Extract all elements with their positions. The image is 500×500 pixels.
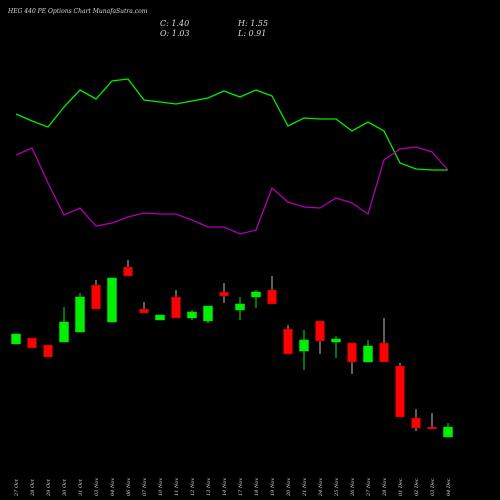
- candle-body: [299, 339, 309, 352]
- x-tick-label: 12 Nov: [190, 478, 196, 496]
- x-tick-label: 03 Dec: [430, 478, 436, 496]
- x-tick-label: 24 Nov: [318, 478, 324, 497]
- candle-body: [283, 328, 293, 355]
- indicator-line: [15, 146, 449, 235]
- x-tick-label: 04 Nov: [110, 478, 116, 496]
- candle-body: [443, 426, 453, 438]
- candle-body: [171, 296, 181, 319]
- x-tick-label: 28 Nov: [382, 478, 388, 497]
- candle-body: [75, 296, 85, 333]
- x-tick-label: 25 Nov: [334, 478, 340, 497]
- x-tick-label: 27 Oct: [14, 478, 20, 497]
- x-tick-label: 11 Nov: [174, 478, 180, 496]
- candle-body: [251, 291, 261, 298]
- header-close: C: 1.40: [160, 19, 189, 28]
- candle-body: [347, 342, 357, 363]
- x-tick-label: 03 Nov: [94, 478, 100, 496]
- candle-body: [411, 417, 421, 429]
- candle-body: [139, 308, 149, 314]
- x-tick-label: 19 Nov: [270, 478, 276, 496]
- header-high: H: 1.55: [237, 19, 268, 28]
- x-tick-label: 17 Nov: [238, 478, 244, 496]
- x-tick-label: 30 Oct: [62, 478, 68, 496]
- candle-body: [203, 305, 213, 322]
- x-tick-label: 10 Nov: [158, 478, 164, 496]
- candle-body: [91, 284, 101, 310]
- header-low: L: 0.91: [237, 29, 266, 38]
- candle-body: [267, 289, 277, 305]
- candle-body: [315, 320, 325, 342]
- x-tick-label: 01 Dec: [398, 478, 404, 496]
- candle-body: [379, 342, 389, 363]
- x-tick-label: 13 Nov: [206, 478, 212, 496]
- x-tick-label: 26 Nov: [350, 478, 356, 497]
- candle-body: [43, 344, 53, 358]
- x-tick-label: 06 Nov: [126, 478, 132, 496]
- candle-body: [235, 303, 245, 311]
- candle-body: [27, 337, 37, 349]
- x-tick-label: 27 Nov: [366, 478, 372, 497]
- x-tick-label: 02 Dec: [414, 478, 420, 496]
- candle-body: [219, 291, 229, 297]
- candle-body: [123, 266, 133, 277]
- header-open: O: 1.03: [160, 29, 190, 38]
- x-tick-label: 20 Nov: [286, 478, 292, 497]
- candle-body: [107, 277, 117, 323]
- x-tick-label: 28 Oct: [30, 478, 36, 497]
- chart-title: HEG 440 PE Options Chart MunafaSutra.com: [7, 8, 148, 15]
- candle-body: [331, 338, 341, 343]
- indicator-line: [15, 78, 448, 171]
- candle-body: [59, 321, 69, 343]
- x-tick-label: 07 Nov: [142, 478, 148, 496]
- x-tick-label: 14 Nov: [222, 478, 228, 496]
- candle-body: [395, 365, 405, 418]
- x-tick-label: 21 Nov: [302, 478, 308, 497]
- candle-body: [11, 333, 21, 345]
- x-tick-label: 31 Oct: [78, 478, 84, 496]
- candle-body: [187, 311, 197, 319]
- x-tick-label: 29 Oct: [46, 478, 52, 497]
- candle-body: [363, 345, 373, 363]
- candle-body: [155, 314, 165, 321]
- x-tick-label: 04 Dec: [446, 478, 452, 496]
- candle-body: [427, 426, 437, 430]
- x-tick-label: 18 Nov: [254, 478, 260, 496]
